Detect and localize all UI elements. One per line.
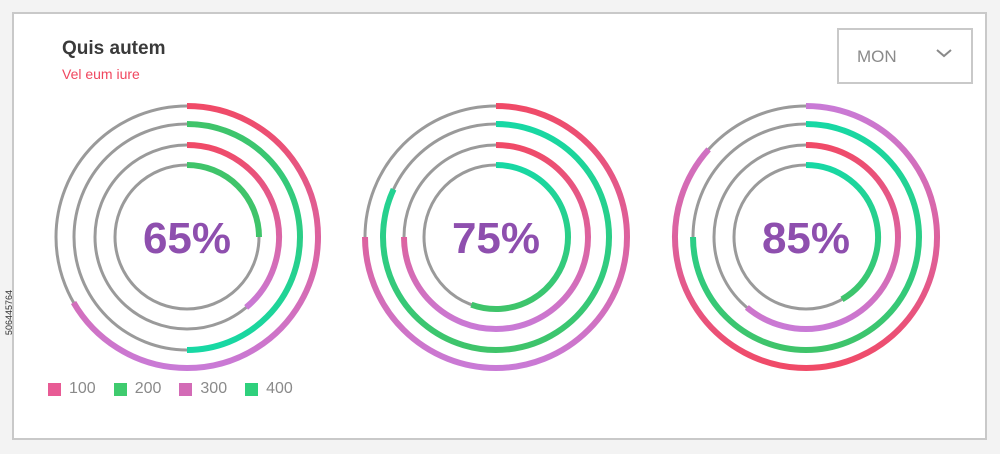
ring-arc-100 bbox=[70, 103, 321, 371]
ring-arc-400 bbox=[470, 162, 571, 312]
chevron-down-icon[interactable] bbox=[935, 47, 953, 59]
radial-chart-1: 65% bbox=[54, 103, 321, 371]
legend-label-400: 400 bbox=[266, 380, 293, 397]
legend-label-300: 300 bbox=[200, 380, 228, 397]
percent-label: 85% bbox=[762, 214, 850, 263]
legend-swatch-200 bbox=[113, 382, 127, 396]
legend-item-300: 300 bbox=[179, 380, 227, 398]
day-select-dropdown[interactable]: MON bbox=[837, 28, 973, 84]
legend-swatch-400 bbox=[245, 382, 259, 396]
percent-label: 65% bbox=[143, 214, 231, 263]
radial-chart-3: 85% bbox=[672, 103, 940, 371]
ring-arc-400 bbox=[186, 162, 262, 238]
ring-arc-200 bbox=[380, 121, 612, 353]
legend-item-200: 200 bbox=[113, 380, 162, 398]
ring-arc-100 bbox=[672, 103, 940, 371]
ring-arc-200 bbox=[690, 121, 922, 353]
ring-arc-300 bbox=[186, 142, 282, 310]
radial-chart-2: 75% bbox=[362, 103, 630, 371]
ring-arc-100 bbox=[362, 103, 630, 371]
chart-legend: 100 200 300 400 bbox=[48, 380, 293, 398]
legend-label-200: 200 bbox=[134, 380, 162, 397]
legend-item-400: 400 bbox=[245, 380, 293, 398]
legend-label-100: 100 bbox=[69, 380, 96, 397]
ring-arc-300 bbox=[401, 142, 591, 332]
chart-title: Quis autem bbox=[62, 38, 166, 59]
chart-subtitle: Vel eum iure bbox=[62, 66, 140, 82]
percent-label: 75% bbox=[452, 214, 540, 263]
legend-item-100: 100 bbox=[48, 380, 96, 398]
day-select-value: MON bbox=[857, 47, 897, 66]
ring-arc-200 bbox=[186, 121, 303, 353]
ring-arc-300 bbox=[744, 142, 901, 332]
ring-arc-400 bbox=[805, 162, 881, 302]
stock-id-watermark: 506445764 bbox=[4, 290, 14, 336]
legend-swatch-100 bbox=[48, 382, 61, 396]
legend-swatch-300 bbox=[179, 382, 193, 396]
